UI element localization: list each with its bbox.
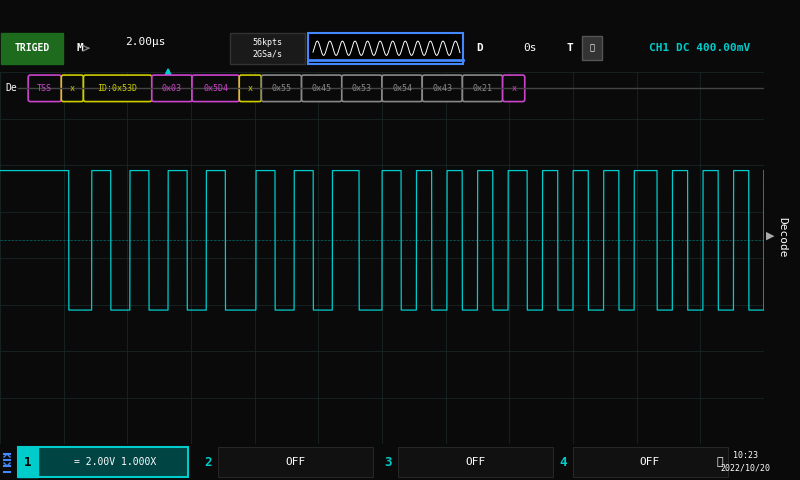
Text: 1: 1: [24, 456, 32, 468]
FancyBboxPatch shape: [18, 447, 188, 477]
FancyBboxPatch shape: [18, 447, 38, 477]
Text: 2022/10/20: 2022/10/20: [720, 464, 770, 472]
Text: x: x: [511, 84, 516, 93]
FancyBboxPatch shape: [239, 75, 262, 102]
Text: ID:0x53D: ID:0x53D: [98, 84, 138, 93]
Text: OFF: OFF: [465, 457, 485, 467]
Text: 56kpts: 56kpts: [252, 38, 282, 47]
FancyBboxPatch shape: [342, 75, 382, 102]
Text: 0s: 0s: [523, 43, 537, 53]
Text: x: x: [70, 84, 75, 93]
Text: 3: 3: [384, 456, 392, 468]
Text: T: T: [566, 43, 574, 53]
Text: ⎕: ⎕: [717, 457, 723, 467]
FancyBboxPatch shape: [308, 33, 463, 64]
Text: M: M: [77, 43, 83, 53]
Text: 0x54: 0x54: [392, 84, 412, 93]
Text: Decode: Decode: [777, 217, 787, 257]
Text: ▶: ▶: [766, 231, 774, 240]
Text: x: x: [248, 84, 253, 93]
Text: 0x45: 0x45: [312, 84, 332, 93]
Text: CH1 DC 400.00mV: CH1 DC 400.00mV: [650, 43, 750, 53]
FancyBboxPatch shape: [302, 75, 342, 102]
Text: 2.00μs: 2.00μs: [125, 37, 166, 47]
FancyBboxPatch shape: [382, 75, 422, 102]
Text: De: De: [5, 84, 17, 93]
Text: D: D: [477, 43, 483, 53]
Text: 0x43: 0x43: [432, 84, 452, 93]
Text: 0x53: 0x53: [352, 84, 372, 93]
Text: 0x03: 0x03: [162, 84, 182, 93]
Text: 0x55: 0x55: [271, 84, 291, 93]
FancyBboxPatch shape: [230, 33, 305, 64]
FancyBboxPatch shape: [192, 75, 239, 102]
Text: 4: 4: [559, 456, 566, 468]
FancyBboxPatch shape: [218, 447, 373, 477]
FancyBboxPatch shape: [28, 75, 62, 102]
FancyBboxPatch shape: [262, 75, 302, 102]
FancyBboxPatch shape: [398, 447, 553, 477]
Text: OFF: OFF: [285, 457, 305, 467]
FancyBboxPatch shape: [83, 75, 152, 102]
FancyBboxPatch shape: [1, 33, 63, 64]
Text: 10:23: 10:23: [733, 451, 758, 459]
Text: OFF: OFF: [640, 457, 660, 467]
FancyBboxPatch shape: [502, 75, 525, 102]
FancyBboxPatch shape: [573, 447, 728, 477]
Text: ⎕: ⎕: [590, 44, 594, 53]
Text: TRIGED: TRIGED: [14, 43, 50, 53]
Text: = 2.00V 1.000X: = 2.00V 1.000X: [74, 457, 156, 467]
FancyBboxPatch shape: [422, 75, 462, 102]
Text: 2GSa/s: 2GSa/s: [252, 50, 282, 59]
FancyBboxPatch shape: [152, 75, 192, 102]
Text: 0x21: 0x21: [473, 84, 493, 93]
Text: TSS: TSS: [38, 84, 52, 93]
Text: 0x5D4: 0x5D4: [203, 84, 228, 93]
FancyBboxPatch shape: [582, 36, 602, 60]
FancyBboxPatch shape: [462, 75, 502, 102]
Text: 2: 2: [204, 456, 212, 468]
FancyBboxPatch shape: [62, 75, 83, 102]
